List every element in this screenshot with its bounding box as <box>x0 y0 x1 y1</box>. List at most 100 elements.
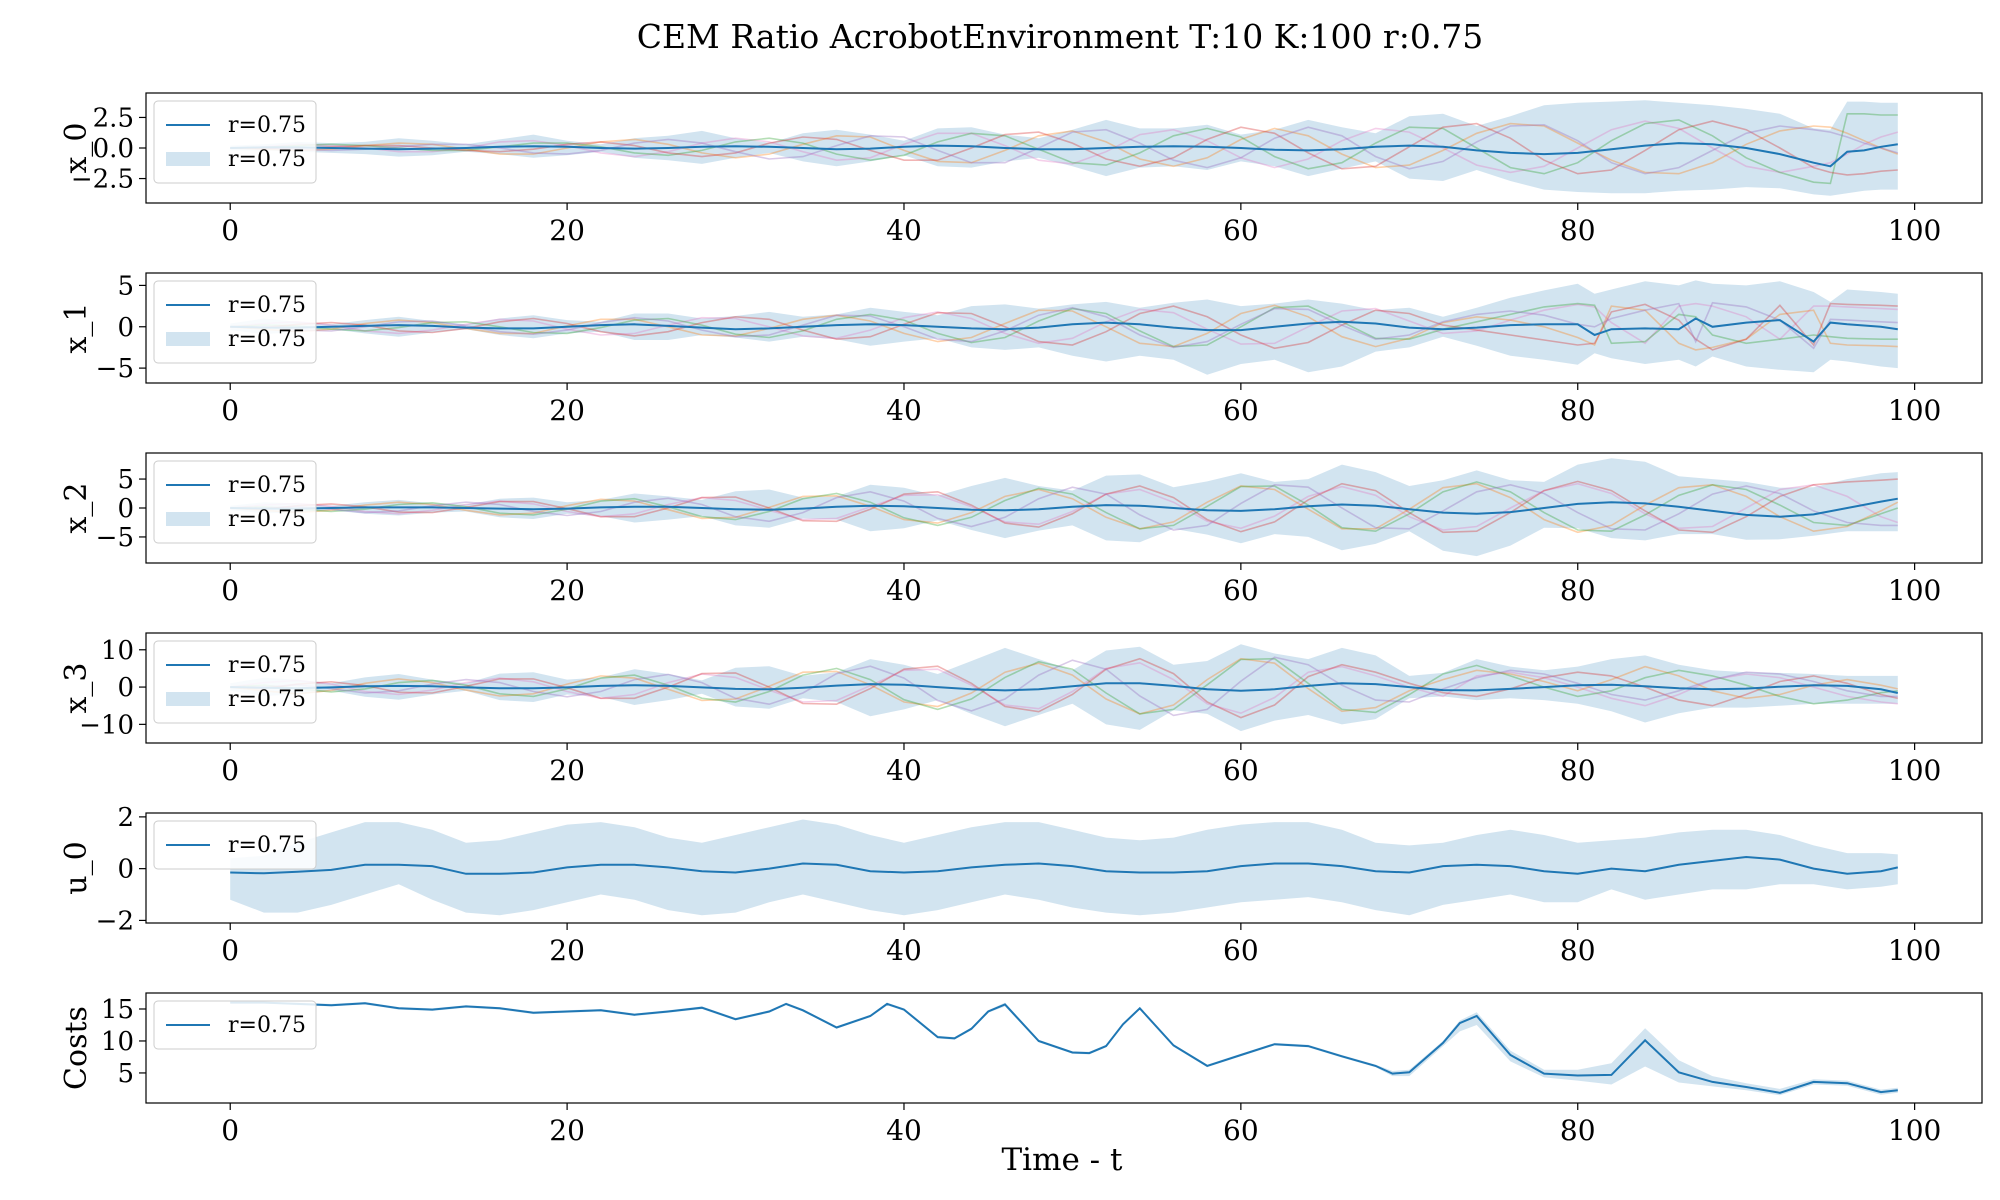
y-tick-label: 5 <box>117 271 134 301</box>
sample-trajectory <box>230 481 1899 533</box>
legend: r=0.75 r=0.75 <box>153 280 317 364</box>
y-tick-label: −2.5 <box>71 165 134 195</box>
y-tick-label: 0 <box>117 494 134 524</box>
x-tick-label: 0 <box>221 1114 239 1147</box>
sample-trajectory <box>230 123 1899 175</box>
subplot-x-3: 0 20 40 60 80 100 −10 0 10x_3 r=0.75 r=0.75 <box>59 632 1983 787</box>
x-tick-label: 60 <box>1223 574 1259 607</box>
x-tick-label: 20 <box>549 394 585 427</box>
legend-box <box>153 460 317 544</box>
x-tick-label: 60 <box>1223 754 1259 787</box>
x-tick-label: 80 <box>1560 394 1596 427</box>
legend-band-swatch <box>166 692 210 706</box>
x-tick-label: 0 <box>221 574 239 607</box>
legend: r=0.75 r=0.75 <box>153 640 317 724</box>
sample-trajectory <box>230 483 1898 531</box>
y-tick-label: 2.5 <box>93 103 134 133</box>
subplot-u-0: 0 20 40 60 80 100 −2 0 2 u_0 r=0.75 <box>59 803 1983 967</box>
sample-trajectory <box>230 478 1898 534</box>
x-tick-label: 100 <box>1888 394 1941 427</box>
plot-area <box>230 280 1898 375</box>
y-tick-label: −2 <box>96 906 134 936</box>
legend: r=0.75 <box>153 820 317 870</box>
y-axis-label: x_1 <box>59 302 94 353</box>
x-tick-label: 0 <box>221 934 239 967</box>
x-tick-label: 40 <box>886 574 922 607</box>
sample-trajectory <box>230 657 1898 715</box>
x-tick-label: 100 <box>1888 754 1941 787</box>
mean-line <box>230 142 1898 168</box>
x-tick-label: 40 <box>886 214 922 247</box>
x-tick-label: 80 <box>1560 574 1596 607</box>
x-tick-label: 40 <box>886 394 922 427</box>
x-tick-label: 20 <box>549 754 585 787</box>
x-tick-label: 80 <box>1560 934 1596 967</box>
x-axis-label: Time - t <box>1002 1142 1124 1178</box>
sample-trajectory <box>230 482 1899 534</box>
legend-box <box>153 820 317 870</box>
y-tick-label: −10 <box>79 710 134 740</box>
legend-label: r=0.75 <box>228 653 306 678</box>
y-axis-label: Costs <box>59 1006 94 1090</box>
confidence-band <box>230 819 1898 916</box>
legend-label: r=0.75 <box>228 113 306 138</box>
x-tick-label: 100 <box>1888 1114 1941 1147</box>
confidence-band <box>230 280 1898 375</box>
x-tick-label: 100 <box>1888 934 1941 967</box>
legend-label: r=0.75 <box>228 293 306 318</box>
x-tick-label: 20 <box>549 1114 585 1147</box>
subplot-x-0: 0 20 40 60 80 100 −2.50.02.5x_0 r=0.75 r=0.75 <box>59 92 1983 247</box>
legend-label: r=0.75 <box>228 327 306 352</box>
y-tick-label: 0 <box>117 673 134 703</box>
legend: r=0.75 <box>153 1000 317 1050</box>
mean-line <box>230 1001 1898 1094</box>
y-axis-label: u_0 <box>59 841 94 894</box>
subplot-x-1: 0 20 40 60 80 100 −5 0 5 x_1 r=0.75 r=0.75 <box>59 271 1983 427</box>
plot-area <box>230 100 1899 196</box>
y-axis-label: x_2 <box>59 482 94 533</box>
x-tick-label: 100 <box>1888 214 1941 247</box>
sample-trajectory <box>230 120 1898 176</box>
sample-trajectory <box>230 302 1898 348</box>
sample-trajectory <box>230 301 1898 350</box>
y-tick-label: 10 <box>101 636 134 666</box>
x-tick-label: 60 <box>1223 934 1259 967</box>
sample-trajectory <box>230 113 1898 185</box>
legend-box <box>153 1000 317 1050</box>
x-tick-label: 80 <box>1560 1114 1596 1147</box>
sample-trajectory <box>230 657 1898 715</box>
mean-line <box>230 497 1898 518</box>
sample-trajectory <box>230 657 1898 719</box>
figure-title: CEM Ratio AcrobotEnvironment T:10 K:100 … <box>637 17 1484 56</box>
legend: r=0.75 r=0.75 <box>153 460 317 544</box>
mean-line <box>230 855 1899 875</box>
x-tick-label: 60 <box>1223 1114 1259 1147</box>
subplots: 0 20 40 60 80 100−2.50.02.5x_0 r=0.75r=0.750 20… <box>59 92 1983 1147</box>
legend-label: r=0.75 <box>228 147 306 172</box>
axes-frame <box>145 632 1983 744</box>
legend-label: r=0.75 <box>228 833 306 858</box>
x-tick-label: 80 <box>1560 214 1596 247</box>
y-tick-label: 0.0 <box>93 134 134 164</box>
x-tick-label: 0 <box>221 754 239 787</box>
y-tick-label: 2 <box>117 803 134 833</box>
mean-line <box>230 317 1898 343</box>
legend-band-swatch <box>166 512 210 526</box>
x-tick-label: 20 <box>549 934 585 967</box>
y-axis-label: x_0 <box>59 122 94 173</box>
legend-label: r=0.75 <box>228 1013 306 1038</box>
legend-box <box>153 280 317 364</box>
legend-box <box>153 640 317 724</box>
legend-band-swatch <box>166 332 210 346</box>
sample-trajectory <box>230 122 1899 175</box>
x-tick-label: 40 <box>886 754 922 787</box>
y-tick-label: 5 <box>117 465 134 495</box>
plot-area <box>230 819 1899 916</box>
legend-label: r=0.75 <box>228 507 306 532</box>
sample-trajectory <box>230 661 1898 715</box>
y-tick-label: −5 <box>96 523 134 553</box>
sample-trajectory <box>230 120 1899 174</box>
